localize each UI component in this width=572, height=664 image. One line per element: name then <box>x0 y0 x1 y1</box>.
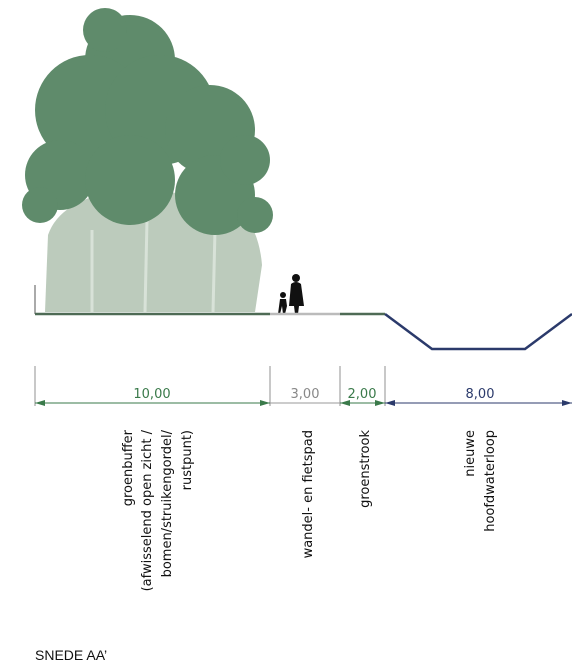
section-width: 2,00 <box>348 387 377 402</box>
tree-canopy <box>22 8 273 235</box>
section-label: hoofdwaterloop <box>483 430 498 532</box>
waterway-profile <box>384 312 572 351</box>
pedestrians <box>278 274 304 314</box>
section-label: wandel- en fietspad <box>301 430 316 558</box>
section-width: 3,00 <box>291 387 320 402</box>
section-label: rustpunt) <box>180 430 195 490</box>
section-title: SNEDE AA’ <box>35 647 107 663</box>
extension-lines <box>34 366 386 406</box>
section-width: 8,00 <box>466 387 495 402</box>
tree-trunks <box>90 219 217 313</box>
section-label: nieuwe <box>463 430 478 477</box>
dimension-arrows <box>35 400 572 406</box>
section-label: groenbuffer <box>121 429 136 506</box>
section-width: 10,00 <box>133 387 170 402</box>
section-label: bomen/struikengordel/ <box>160 429 175 577</box>
section-label: (afwisselend open zicht / <box>140 429 155 591</box>
section-label: groenstrook <box>358 430 373 508</box>
